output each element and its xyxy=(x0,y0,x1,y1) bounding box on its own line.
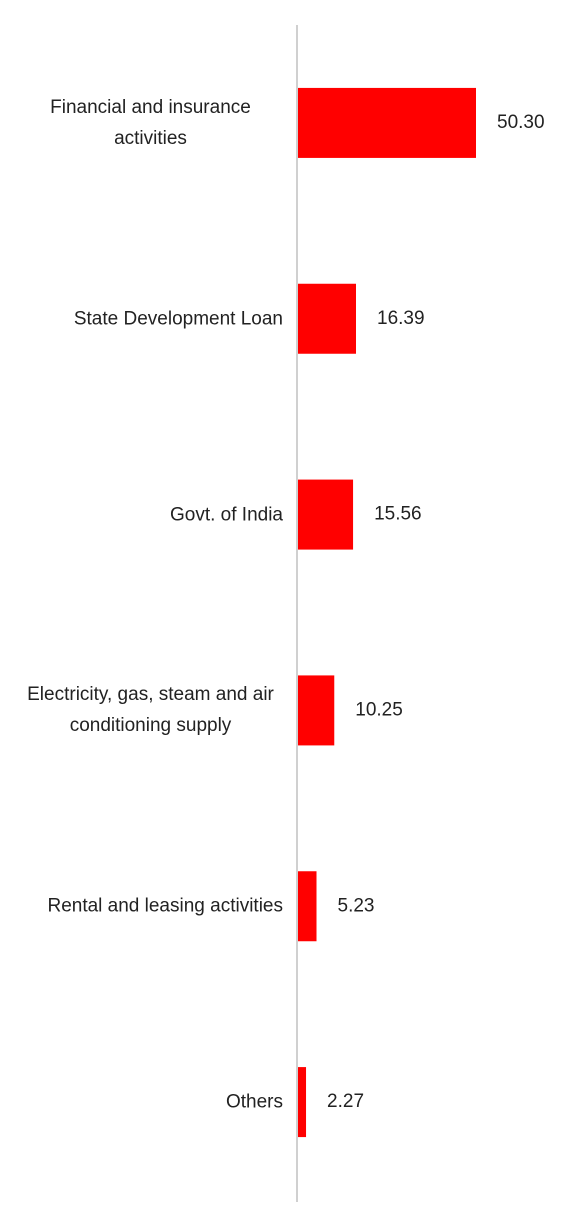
category-label: Govt. of India xyxy=(169,504,283,526)
value-label: 10.25 xyxy=(355,699,403,720)
category-label: Rental and leasing activities xyxy=(47,895,283,917)
category-label-box: Govt. of India xyxy=(3,499,283,530)
category-label-box: Financial and insurance activities xyxy=(3,92,283,154)
category-label: State Development Loan xyxy=(73,308,283,330)
category-label: Others xyxy=(225,1091,283,1113)
category-label: Financial and insurance activities xyxy=(50,96,251,149)
value-label: 15.56 xyxy=(374,504,422,525)
value-label: 2.27 xyxy=(327,1091,364,1112)
category-label-box: Others xyxy=(3,1087,283,1118)
bar xyxy=(298,675,335,746)
bar xyxy=(298,1067,307,1138)
category-label-box: State Development Loan xyxy=(3,303,283,334)
value-label: 50.30 xyxy=(497,112,545,133)
value-label: 16.39 xyxy=(377,308,425,329)
bar xyxy=(298,479,354,550)
bar xyxy=(298,87,476,158)
category-label-box: Electricity, gas, steam and air conditio… xyxy=(3,679,283,741)
category-label: Electricity, gas, steam and air conditio… xyxy=(27,684,274,737)
value-label: 5.23 xyxy=(338,895,375,916)
bar xyxy=(298,283,357,354)
bar xyxy=(298,871,317,942)
category-label-box: Rental and leasing activities xyxy=(3,891,283,922)
